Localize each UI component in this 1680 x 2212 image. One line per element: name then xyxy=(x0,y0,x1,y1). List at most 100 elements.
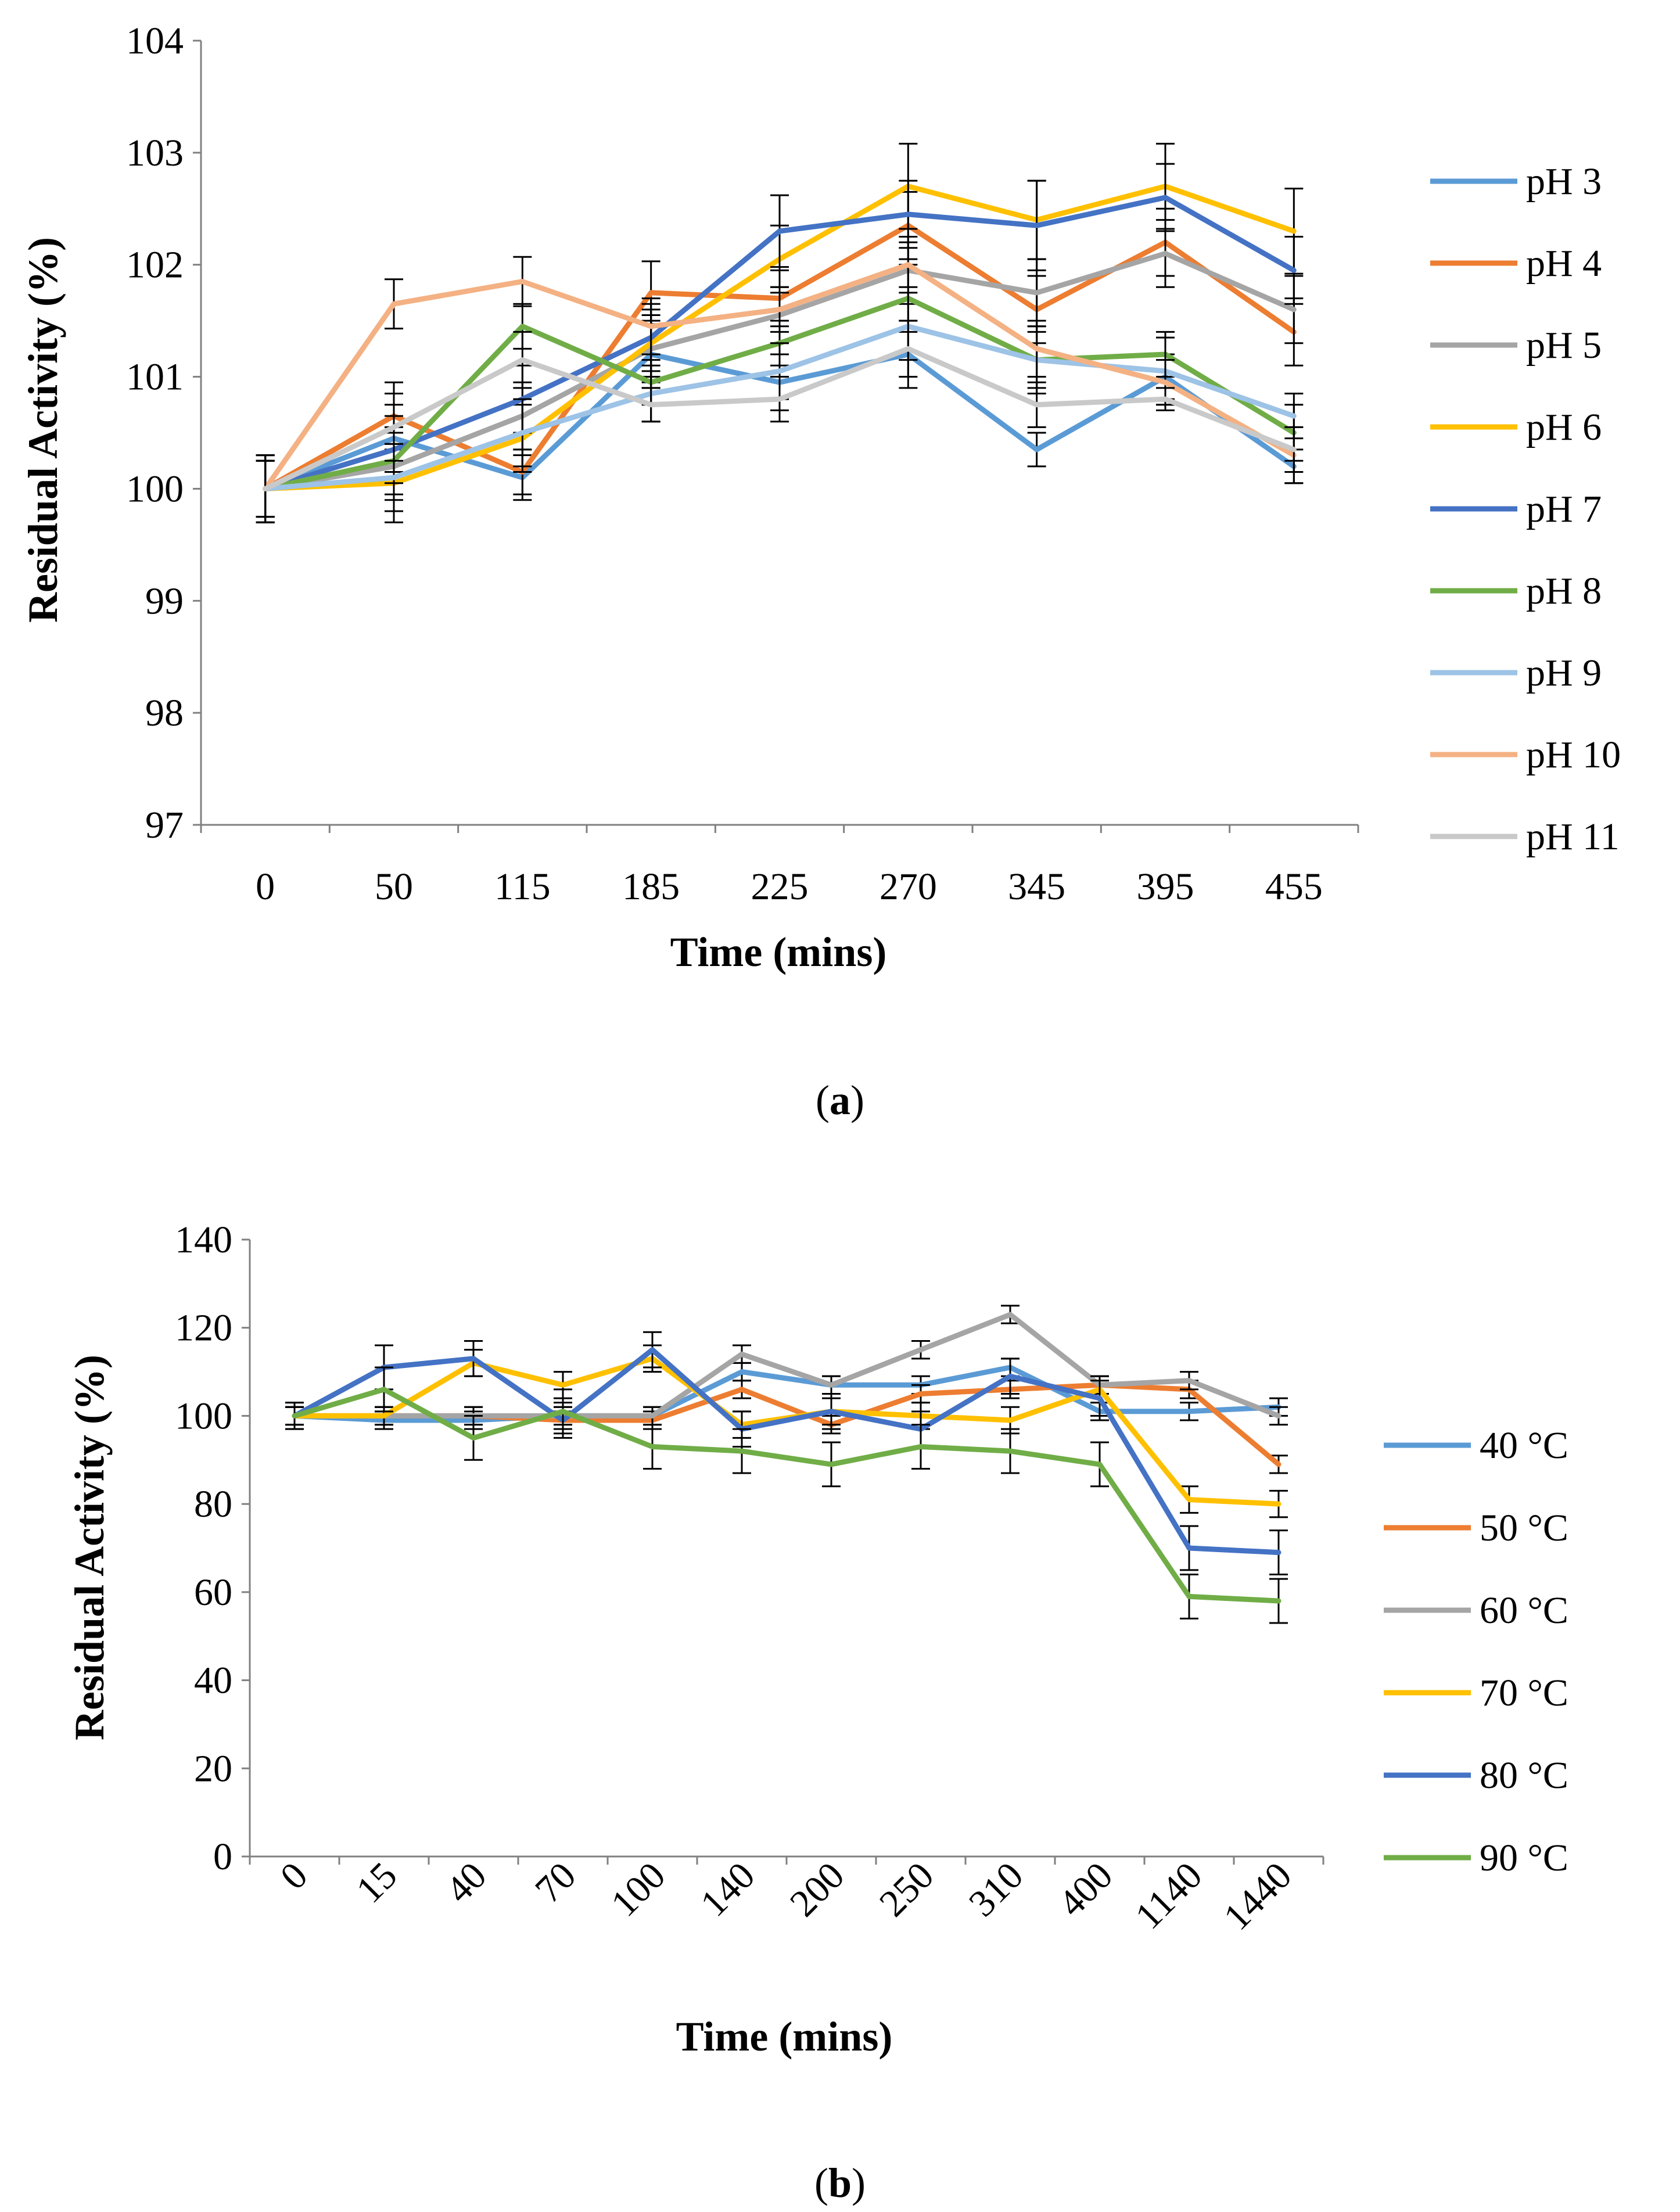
y-tick-label: 101 xyxy=(126,356,184,398)
legend-label: pH 7 xyxy=(1526,488,1602,530)
y-tick-label: 100 xyxy=(175,1395,232,1437)
data-point xyxy=(741,1371,742,1373)
data-point xyxy=(907,264,909,265)
data-point xyxy=(1293,309,1294,310)
data-point xyxy=(393,426,394,428)
y-tick-label: 60 xyxy=(194,1571,232,1614)
legend-label: 60 °C xyxy=(1480,1589,1568,1632)
data-point xyxy=(1189,1380,1190,1381)
data-point xyxy=(651,404,652,405)
data-point xyxy=(1189,1547,1190,1549)
legend-label: pH 5 xyxy=(1526,324,1602,367)
data-point xyxy=(1010,1376,1011,1377)
data-point xyxy=(779,398,780,400)
legend-label: pH 6 xyxy=(1526,406,1602,448)
y-tick-label: 103 xyxy=(126,132,184,174)
data-point xyxy=(651,292,652,293)
data-point xyxy=(831,1464,832,1465)
x-tick-label: 455 xyxy=(1265,866,1323,908)
legend-label: pH 3 xyxy=(1526,160,1602,203)
data-point xyxy=(652,1415,653,1416)
y-tick-label: 120 xyxy=(175,1307,232,1349)
x-tick-label: 115 xyxy=(494,866,551,908)
data-point xyxy=(651,326,652,327)
x-tick-label: 225 xyxy=(751,866,809,908)
data-point xyxy=(1293,270,1294,271)
data-point xyxy=(1189,1411,1190,1412)
data-point xyxy=(473,1358,474,1359)
panel-a-letter: a xyxy=(830,1077,850,1123)
data-point xyxy=(1189,1499,1190,1500)
data-point xyxy=(294,1415,295,1416)
data-point xyxy=(1010,1314,1011,1315)
legend-label: 80 °C xyxy=(1480,1754,1568,1797)
data-point xyxy=(1165,398,1166,400)
data-point xyxy=(1036,225,1038,226)
data-point xyxy=(1293,449,1294,450)
data-point xyxy=(1010,1420,1011,1421)
series-line-60 °C xyxy=(292,1312,1281,1419)
x-tick-label: 345 xyxy=(1008,866,1065,908)
data-point xyxy=(1099,1398,1100,1399)
series-90 °C xyxy=(285,1366,1288,1624)
data-point xyxy=(907,214,909,215)
data-point xyxy=(562,1384,563,1385)
panel-a-ylabel: Residual Activity (%) xyxy=(20,237,66,623)
x-tick-label: 185 xyxy=(622,866,680,908)
data-point xyxy=(1293,415,1294,416)
x-tick-label: 270 xyxy=(880,866,937,908)
data-point xyxy=(1036,449,1038,450)
data-point xyxy=(831,1411,832,1412)
y-tick-label: 140 xyxy=(175,1219,232,1261)
y-tick-label: 97 xyxy=(145,804,184,846)
legend-label: 70 °C xyxy=(1480,1672,1568,1714)
series-line-pH 7 xyxy=(263,195,1297,491)
data-point xyxy=(1293,231,1294,232)
data-point xyxy=(1010,1450,1011,1452)
series-line-80 °C xyxy=(292,1347,1281,1556)
data-point xyxy=(831,1384,832,1385)
data-point xyxy=(1278,1464,1279,1465)
y-tick-label: 0 xyxy=(213,1836,232,1878)
y-tick-label: 102 xyxy=(126,244,184,286)
data-point xyxy=(779,371,780,372)
data-point xyxy=(1036,348,1038,349)
y-tick-label: 80 xyxy=(194,1483,232,1525)
data-point xyxy=(265,488,266,489)
data-point xyxy=(1278,1552,1279,1553)
data-point xyxy=(383,1389,385,1390)
panel-b-letter: b xyxy=(828,2160,852,2206)
x-tick-label: 0 xyxy=(256,866,275,908)
data-point xyxy=(1278,1503,1279,1504)
y-tick-label: 100 xyxy=(126,468,184,510)
legend-label: pH 11 xyxy=(1526,816,1620,858)
data-point xyxy=(383,1415,385,1416)
series-pH 11 xyxy=(256,319,1304,518)
legend-label: 90 °C xyxy=(1480,1837,1568,1879)
data-point xyxy=(741,1389,742,1390)
data-point xyxy=(1278,1415,1279,1416)
data-point xyxy=(779,231,780,232)
panel-b-ylabel: Residual Activity (%) xyxy=(66,1355,113,1740)
data-point xyxy=(522,281,523,282)
legend-label: pH 10 xyxy=(1526,734,1621,776)
y-tick-label: 104 xyxy=(126,20,184,62)
legend-label: 50 °C xyxy=(1480,1507,1568,1549)
data-point xyxy=(562,1411,563,1412)
data-point xyxy=(393,303,394,304)
legend-label: pH 9 xyxy=(1526,652,1602,694)
data-point xyxy=(779,309,780,310)
data-point xyxy=(920,1349,921,1351)
data-point xyxy=(907,348,909,349)
x-tick-label: 395 xyxy=(1137,866,1194,908)
data-point xyxy=(920,1394,921,1395)
x-tick-label: 50 xyxy=(375,866,413,908)
data-point xyxy=(1165,382,1166,383)
data-point xyxy=(393,477,394,478)
data-point xyxy=(1189,1596,1190,1597)
data-point xyxy=(522,360,523,361)
data-point xyxy=(1165,253,1166,254)
data-point xyxy=(741,1450,742,1452)
data-point xyxy=(1278,1600,1279,1601)
